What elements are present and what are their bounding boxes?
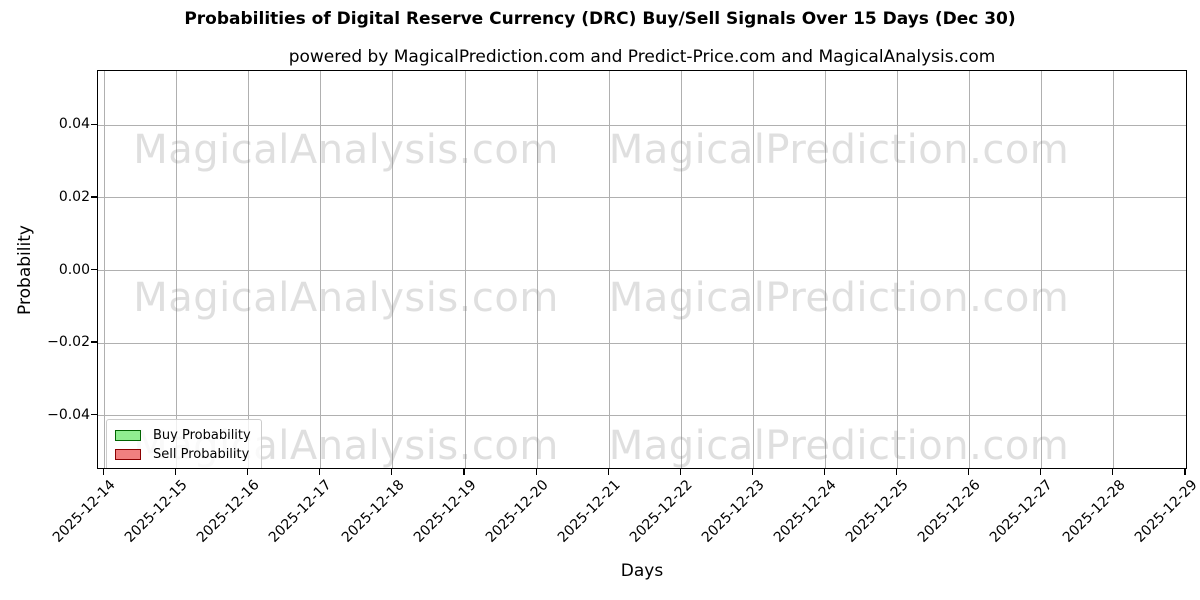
- x-gridline: [969, 71, 971, 468]
- chart-subtitle: powered by MagicalPrediction.com and Pre…: [288, 47, 996, 67]
- x-tick-label: 2025-12-17: [266, 477, 336, 546]
- x-gridline: [392, 71, 394, 468]
- x-tick-mark: [968, 469, 970, 475]
- x-gridline: [104, 71, 105, 468]
- chart-title: Probabilities of Digital Reserve Currenc…: [184, 9, 1016, 29]
- x-tick-mark: [607, 469, 609, 475]
- x-gridline: [825, 71, 826, 468]
- x-tick-mark: [1184, 469, 1186, 475]
- x-tick-label: 2025-12-24: [770, 477, 840, 546]
- x-tick-mark: [175, 469, 177, 475]
- x-tick-label: 2025-12-21: [554, 477, 624, 546]
- x-gridline: [464, 71, 466, 468]
- x-tick-label: 2025-12-27: [987, 477, 1057, 546]
- x-gridline: [1113, 71, 1115, 468]
- legend-item-label: Sell Probability: [153, 447, 250, 462]
- x-gridline: [608, 71, 610, 468]
- x-tick-label: 2025-12-19: [410, 477, 480, 546]
- x-gridline: [1041, 71, 1043, 468]
- legend-item-label: Buy Probability: [153, 428, 251, 443]
- watermark-text: MagicalAnalysis.com: [133, 275, 559, 321]
- y-tick-label: 0.00: [58, 261, 90, 278]
- y-gridline: [98, 124, 1186, 126]
- y-gridline: [98, 197, 1186, 199]
- watermark-text: MagicalAnalysis.com: [133, 127, 559, 173]
- x-tick-label: 2025-12-28: [1059, 477, 1129, 546]
- watermark-text: MagicalPrediction.com: [608, 127, 1070, 173]
- legend-swatch: [115, 449, 141, 460]
- y-tick-label: 0.04: [58, 116, 90, 133]
- y-tick-label: 0.02: [58, 188, 90, 205]
- x-tick-label: 2025-12-25: [843, 477, 912, 546]
- y-gridline: [98, 342, 1186, 344]
- x-tick-mark: [247, 469, 249, 475]
- x-tick-label: 2025-12-18: [338, 477, 408, 546]
- x-tick-mark: [679, 469, 681, 475]
- x-tick-label: 2025-12-16: [194, 477, 264, 546]
- x-tick-mark: [463, 469, 465, 475]
- x-tick-label: 2025-12-20: [482, 477, 552, 546]
- y-tick-label: −0.04: [47, 406, 90, 423]
- x-tick-label: 2025-12-14: [49, 477, 119, 546]
- x-tick-mark: [896, 469, 898, 475]
- y-tick-mark: [91, 196, 97, 198]
- legend-item: Buy Probability: [115, 426, 251, 445]
- x-tick-mark: [535, 469, 537, 475]
- x-tick-label: 2025-12-23: [698, 477, 768, 546]
- x-tick-mark: [319, 469, 321, 475]
- x-gridline: [1185, 71, 1186, 468]
- x-tick-mark: [391, 469, 393, 475]
- x-gridline: [536, 71, 538, 468]
- y-tick-mark: [91, 413, 97, 416]
- legend: Buy Probability Sell Probability: [106, 419, 262, 468]
- x-gridline: [176, 71, 178, 468]
- plot-area: Buy Probability Sell Probability MagicalA…: [97, 70, 1187, 469]
- y-gridline: [98, 270, 1186, 271]
- x-gridline: [320, 71, 322, 468]
- x-tick-mark: [1112, 469, 1114, 475]
- x-tick-label: 2025-12-22: [626, 477, 696, 546]
- x-tick-label: 2025-12-29: [1131, 477, 1200, 546]
- y-tick-mark: [91, 268, 97, 271]
- x-tick-label: 2025-12-15: [122, 477, 191, 546]
- x-gridline: [752, 71, 754, 468]
- x-gridline: [897, 71, 899, 468]
- x-gridline: [680, 71, 682, 468]
- x-tick-mark: [1040, 469, 1042, 475]
- y-tick-label: −0.02: [47, 334, 90, 351]
- y-gridline: [98, 415, 1186, 417]
- legend-swatch: [115, 430, 141, 441]
- legend-item: Sell Probability: [115, 445, 251, 464]
- y-tick-mark: [91, 341, 97, 343]
- x-tick-label: 2025-12-26: [915, 477, 985, 546]
- y-tick-mark: [91, 123, 97, 125]
- x-gridline: [248, 71, 250, 468]
- x-tick-mark: [823, 469, 826, 475]
- x-tick-mark: [102, 469, 105, 475]
- watermark-text: MagicalPrediction.com: [608, 423, 1070, 469]
- watermark-text: MagicalPrediction.com: [608, 275, 1070, 321]
- x-axis-label: Days: [620, 561, 664, 581]
- x-tick-mark: [751, 469, 753, 475]
